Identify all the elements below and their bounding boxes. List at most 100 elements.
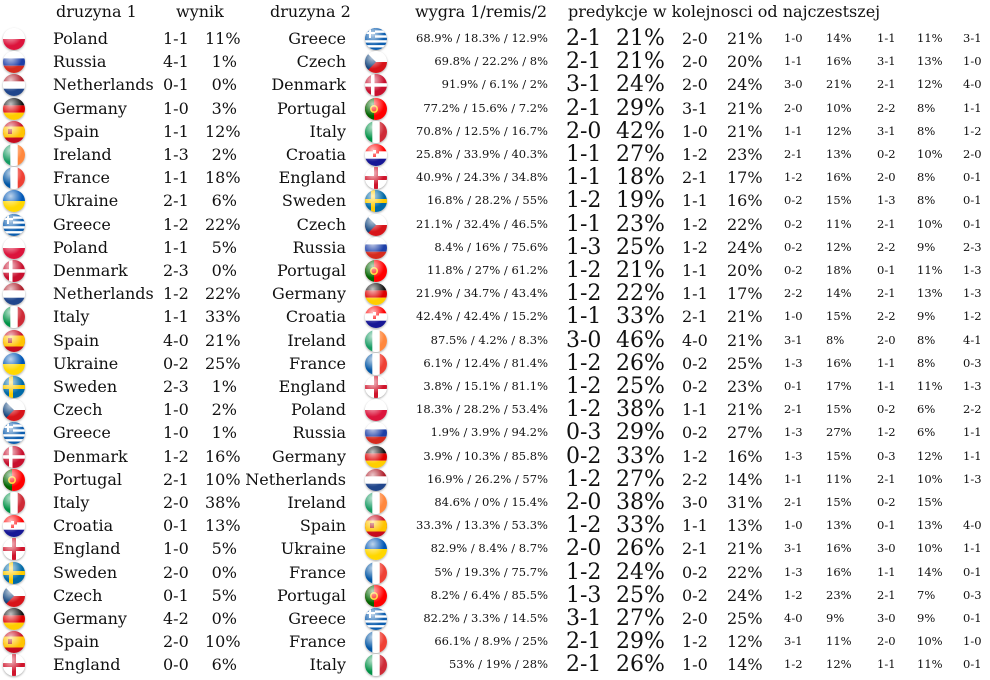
team2-name: Poland (291, 400, 346, 420)
team2-name: Ireland (287, 330, 346, 350)
prediction-3-percent: 16% (826, 54, 852, 69)
prediction-5-score: 4-0 (963, 518, 982, 533)
score-percentage: 13% (205, 516, 241, 536)
prediction-1-percent: 33% (616, 513, 665, 539)
france-flag-icon (365, 631, 387, 654)
prediction-4-score: 0-1 (877, 263, 896, 277)
prediction-4-score: 1-1 (877, 379, 896, 393)
prediction-5-score: 0-1 (963, 564, 982, 579)
prediction-2-percent: 16% (727, 446, 763, 466)
prediction-4-percent: 14% (917, 564, 943, 579)
outcome-probabilities: 77.2% / 15.6% / 7.2% (423, 100, 548, 115)
team2-name: Czech (296, 52, 346, 72)
prediction-3-score: 3-0 (784, 77, 803, 92)
england-flag-icon (365, 376, 387, 398)
prediction-3-score: 1-2 (784, 587, 803, 602)
france-flag-icon (3, 167, 25, 190)
score-percentage: 10% (205, 632, 241, 652)
prediction-5-score: 2-0 (963, 147, 982, 161)
prediction-4-score: 2-0 (877, 332, 896, 347)
poland-flag-icon (3, 28, 25, 50)
prediction-1-score: 1-2 (566, 188, 602, 214)
score-percentage: 2% (211, 145, 237, 164)
prediction-1-percent: 38% (616, 397, 665, 423)
prediction-3-score: 1-0 (784, 518, 803, 533)
team2-name: Sweden (281, 191, 346, 211)
team2-name: Croatia (285, 145, 346, 164)
prediction-2-score: 1-2 (682, 214, 708, 234)
prediction-2-percent: 21% (727, 539, 763, 559)
prediction-3-percent: 16% (826, 170, 852, 185)
outcome-probabilities: 25.8% / 33.9% / 40.3% (416, 147, 548, 161)
prediction-5-score: 1-0 (963, 634, 982, 649)
match-score: 2-3 (163, 377, 189, 396)
prediction-4-percent: 8% (917, 123, 936, 138)
prediction-2-percent: 25% (727, 353, 763, 373)
match-score: 0-1 (163, 75, 189, 95)
match-score: 2-0 (163, 632, 189, 652)
prediction-3-percent: 9% (826, 611, 845, 625)
denmark-flag-icon (365, 74, 387, 97)
prediction-1-score: 1-1 (566, 142, 602, 167)
prediction-1-score: 1-2 (566, 258, 602, 283)
prediction-2-score: 1-1 (682, 284, 708, 304)
match-score: 4-0 (163, 330, 189, 350)
prediction-4-percent: 8% (917, 193, 936, 208)
prediction-2-percent: 23% (727, 377, 763, 396)
score-percentage: 5% (211, 237, 237, 257)
team2-name: Portugal (276, 261, 346, 280)
outcome-probabilities: 6.1% / 12.4% / 81.4% (423, 355, 548, 370)
prediction-1-percent: 42% (616, 118, 665, 144)
prediction-1-score: 1-3 (566, 234, 602, 260)
prediction-4-percent: 8% (917, 332, 936, 347)
team1-name: England (53, 655, 121, 675)
team1-name: Netherlands (53, 75, 154, 95)
prediction-2-percent: 13% (727, 516, 763, 536)
table-row: Germany 4-2 0% Greece 82.2% / 3.3% / 14.5% 3-… (0, 607, 990, 630)
team2-name: Ireland (287, 493, 346, 512)
ukraine-flag-icon (3, 190, 25, 213)
prediction-3-score: 0-1 (784, 379, 803, 393)
spain-flag-icon (3, 120, 25, 143)
team1-name: Greece (53, 423, 111, 443)
prediction-4-score: 0-2 (877, 402, 896, 417)
prediction-4-percent: 7% (917, 587, 936, 602)
prediction-2-percent: 21% (727, 330, 763, 350)
outcome-probabilities: 53% / 19% / 28% (448, 657, 548, 672)
poland-flag-icon (365, 399, 387, 422)
table-row: Denmark 1-2 16% Germany 3.9% / 10.3% / 85.8%… (0, 445, 990, 468)
prediction-1-score: 1-1 (566, 165, 602, 191)
prediction-2-score: 1-2 (682, 446, 708, 466)
team2-name: Croatia (285, 307, 346, 327)
table-row: Poland 1-1 5% Russia 8.4% / 16% / 75.6% 1-3 25… (0, 236, 990, 259)
prediction-5-score: 2-3 (963, 239, 982, 254)
ukraine-flag-icon (365, 538, 387, 561)
prediction-4-score: 3-0 (877, 541, 896, 556)
prediction-5-score: 0-1 (963, 611, 982, 625)
team1-name: Czech (53, 585, 103, 605)
prediction-2-percent: 22% (727, 214, 763, 234)
prediction-1-score: 1-2 (566, 559, 602, 585)
prediction-1-percent: 27% (616, 142, 665, 167)
france-flag-icon (365, 352, 387, 375)
denmark-flag-icon (3, 445, 25, 468)
czech-flag-icon (3, 584, 25, 607)
team1-name: Sweden (53, 377, 118, 396)
prediction-3-score: 0-2 (784, 239, 803, 254)
header-team2: druzyna 2 (270, 2, 351, 21)
prediction-4-percent: 10% (917, 541, 943, 556)
table-row: Italy 2-0 38% Ireland 84.6% / 0% / 15.4% 2-0 3… (0, 491, 990, 514)
team2-name: Germany (272, 446, 346, 466)
sweden-flag-icon (3, 561, 25, 584)
team1-name: Spain (53, 330, 100, 350)
russia-flag-icon (365, 236, 387, 259)
prediction-4-score: 3-1 (877, 123, 896, 138)
score-percentage: 38% (205, 493, 241, 512)
prediction-3-percent: 15% (826, 193, 852, 208)
outcome-probabilities: 40.9% / 24.3% / 34.8% (416, 170, 548, 185)
prediction-2-percent: 25% (727, 609, 763, 628)
prediction-1-percent: 29% (616, 420, 665, 446)
score-percentage: 22% (205, 214, 241, 234)
prediction-3-score: 3-1 (784, 332, 803, 347)
prediction-1-score: 0-2 (566, 443, 602, 469)
